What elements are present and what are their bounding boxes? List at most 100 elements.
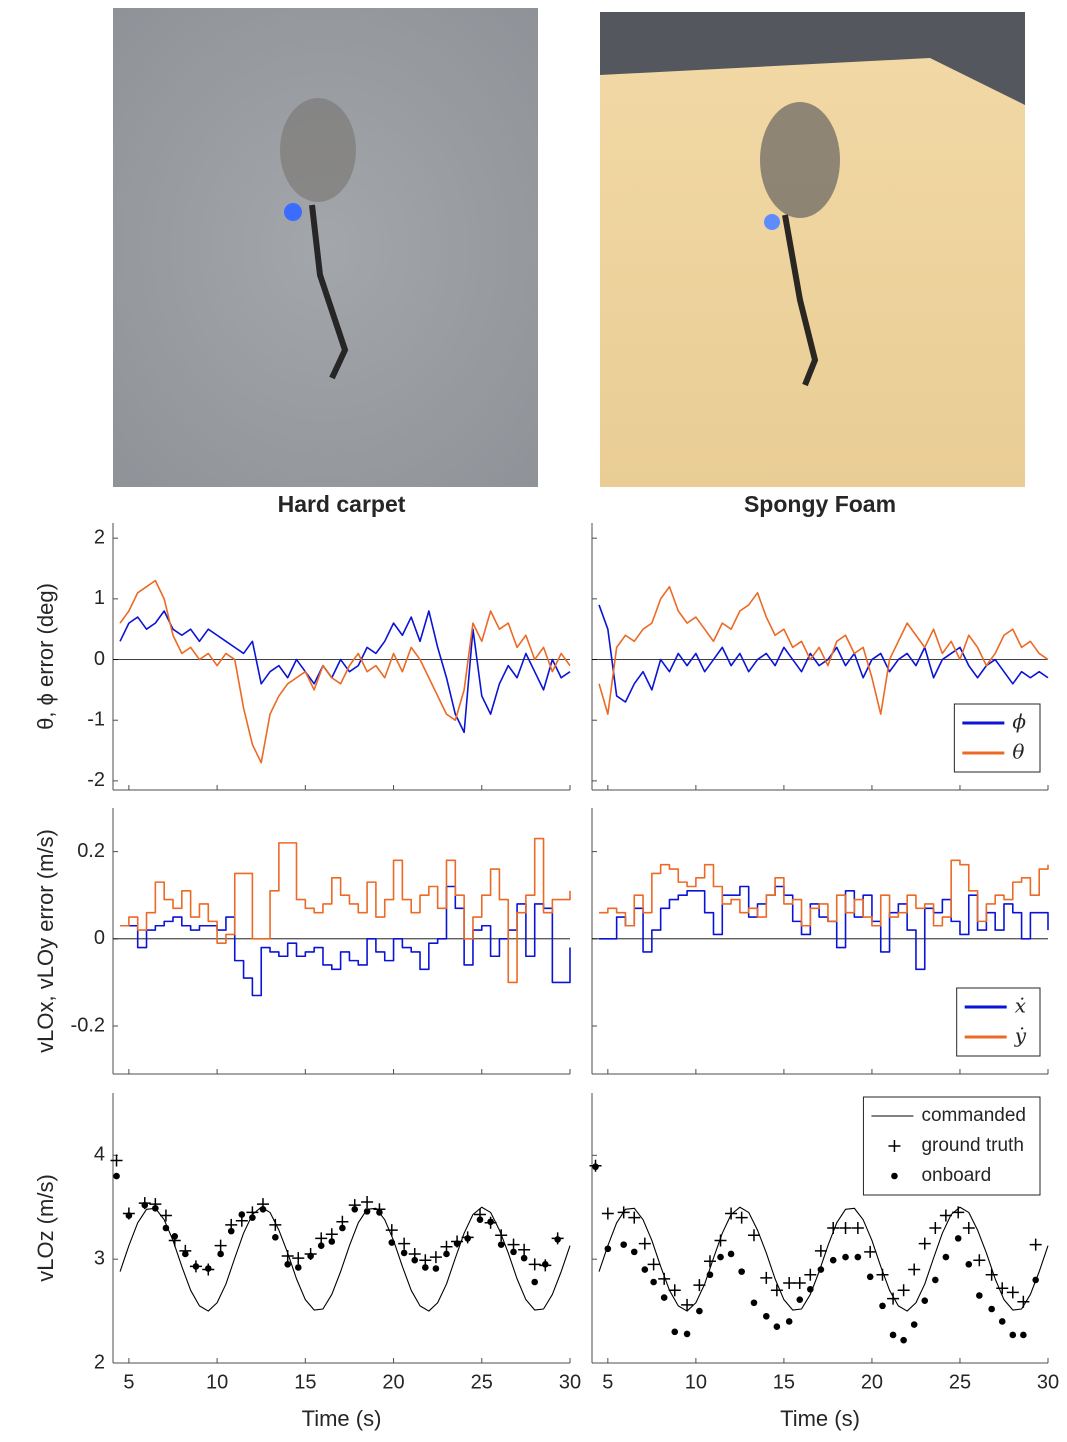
column-title: Spongy Foam bbox=[744, 491, 896, 517]
dot-marker bbox=[497, 1241, 505, 1248]
dot-marker bbox=[531, 1278, 539, 1286]
dot-marker bbox=[400, 1249, 408, 1257]
series-line bbox=[598, 1206, 1049, 1312]
dot-marker bbox=[238, 1211, 246, 1218]
dot-marker bbox=[965, 1261, 973, 1268]
plus-marker bbox=[996, 1282, 1009, 1295]
photo-spongy-foam bbox=[600, 12, 1025, 487]
plus-marker bbox=[647, 1258, 660, 1271]
plus-marker bbox=[725, 1207, 738, 1220]
dot-marker bbox=[217, 1250, 224, 1258]
dot-marker bbox=[630, 1248, 638, 1256]
x-tick-label: 10 bbox=[206, 1371, 228, 1393]
plus-marker bbox=[770, 1284, 783, 1297]
plus-marker bbox=[495, 1229, 508, 1242]
dot-marker bbox=[683, 1330, 691, 1338]
plus-marker bbox=[398, 1237, 411, 1250]
dot-marker bbox=[171, 1233, 179, 1240]
y-tick-label: -1 bbox=[87, 708, 105, 730]
dot-marker bbox=[520, 1254, 528, 1262]
dot-marker bbox=[328, 1238, 336, 1245]
dot-marker bbox=[706, 1271, 714, 1279]
x-tick-label: 25 bbox=[471, 1371, 493, 1393]
dot-marker bbox=[696, 1307, 703, 1315]
series-line bbox=[598, 585, 1049, 715]
series-line bbox=[119, 610, 571, 734]
y-axis-label: vLOz (m/s) bbox=[33, 1174, 58, 1282]
plus-marker bbox=[693, 1279, 706, 1292]
x-tick-label: 15 bbox=[294, 1371, 316, 1393]
dot-marker bbox=[976, 1292, 983, 1299]
dot-marker bbox=[453, 1240, 461, 1247]
x-tick-label: 20 bbox=[382, 1371, 404, 1393]
plus-marker bbox=[929, 1222, 942, 1234]
dot-marker bbox=[660, 1294, 668, 1301]
dot-marker bbox=[464, 1235, 471, 1242]
x-tick-label: 15 bbox=[773, 1371, 795, 1393]
dot-marker bbox=[152, 1204, 159, 1212]
plus-marker bbox=[628, 1211, 641, 1224]
dot-marker bbox=[443, 1250, 450, 1258]
legend: ϕθ bbox=[953, 703, 1041, 773]
plus-marker bbox=[528, 1258, 541, 1271]
dot-marker bbox=[227, 1227, 235, 1235]
y-tick-label: 0 bbox=[94, 648, 105, 670]
dot-marker bbox=[125, 1212, 133, 1219]
dot-marker bbox=[854, 1253, 862, 1261]
plus-marker bbox=[783, 1277, 796, 1290]
legend-label: ϕ bbox=[1012, 710, 1026, 734]
dot-marker bbox=[1032, 1276, 1039, 1284]
dot-marker bbox=[204, 1265, 212, 1272]
dot-marker bbox=[592, 1163, 599, 1171]
dot-marker bbox=[351, 1206, 359, 1213]
dot-marker bbox=[620, 1241, 627, 1248]
legend-box bbox=[956, 987, 1041, 1057]
y-axis-label: θ, ϕ error (deg) bbox=[33, 583, 58, 730]
series-line bbox=[120, 885, 571, 997]
plus-marker bbox=[908, 1263, 921, 1276]
plus-marker bbox=[281, 1250, 294, 1263]
dot-marker bbox=[339, 1224, 346, 1232]
dot-marker bbox=[422, 1264, 429, 1271]
x-axis-label: Time (s) bbox=[302, 1406, 382, 1431]
dot-marker bbox=[294, 1264, 302, 1271]
dot-marker bbox=[182, 1250, 189, 1258]
dot-marker bbox=[554, 1236, 561, 1243]
plus-marker bbox=[952, 1206, 965, 1219]
legend-label: onboard bbox=[921, 1165, 991, 1186]
x-tick-label: 30 bbox=[559, 1371, 581, 1393]
legend-label: ground truth bbox=[921, 1135, 1023, 1156]
plus-marker bbox=[1017, 1295, 1030, 1308]
dot-marker bbox=[807, 1285, 814, 1293]
legend: commanded ground truth onboard bbox=[862, 1096, 1041, 1196]
plus-marker bbox=[876, 1268, 889, 1281]
legend-box bbox=[953, 703, 1041, 773]
dot-marker bbox=[921, 1297, 929, 1304]
legend-label: commanded bbox=[921, 1105, 1026, 1126]
column-title: Hard carpet bbox=[278, 491, 406, 517]
series-line bbox=[119, 579, 571, 764]
x-tick-label: 10 bbox=[685, 1371, 707, 1393]
plus-marker bbox=[159, 1209, 172, 1222]
plus-marker bbox=[518, 1243, 531, 1256]
plus-marker bbox=[735, 1211, 748, 1224]
dot-marker bbox=[307, 1252, 314, 1260]
plus-marker bbox=[793, 1277, 806, 1290]
plus-marker bbox=[658, 1272, 671, 1285]
x-tick-label: 30 bbox=[1037, 1371, 1059, 1393]
y-tick-label: 4 bbox=[94, 1144, 105, 1166]
x-axis-label: Time (s) bbox=[780, 1406, 860, 1431]
dot-marker bbox=[998, 1318, 1006, 1325]
dot-marker bbox=[942, 1253, 950, 1261]
dot-marker bbox=[866, 1273, 874, 1281]
dot-marker bbox=[249, 1214, 256, 1221]
plus-marker bbox=[962, 1222, 975, 1234]
dot-marker bbox=[376, 1209, 383, 1216]
dot-marker bbox=[388, 1239, 396, 1246]
dot-marker bbox=[272, 1234, 279, 1241]
series-line bbox=[599, 885, 1049, 971]
dot-marker bbox=[889, 1331, 897, 1339]
dot-marker bbox=[773, 1323, 781, 1330]
dot-marker bbox=[476, 1216, 484, 1223]
dot-marker bbox=[487, 1218, 494, 1226]
